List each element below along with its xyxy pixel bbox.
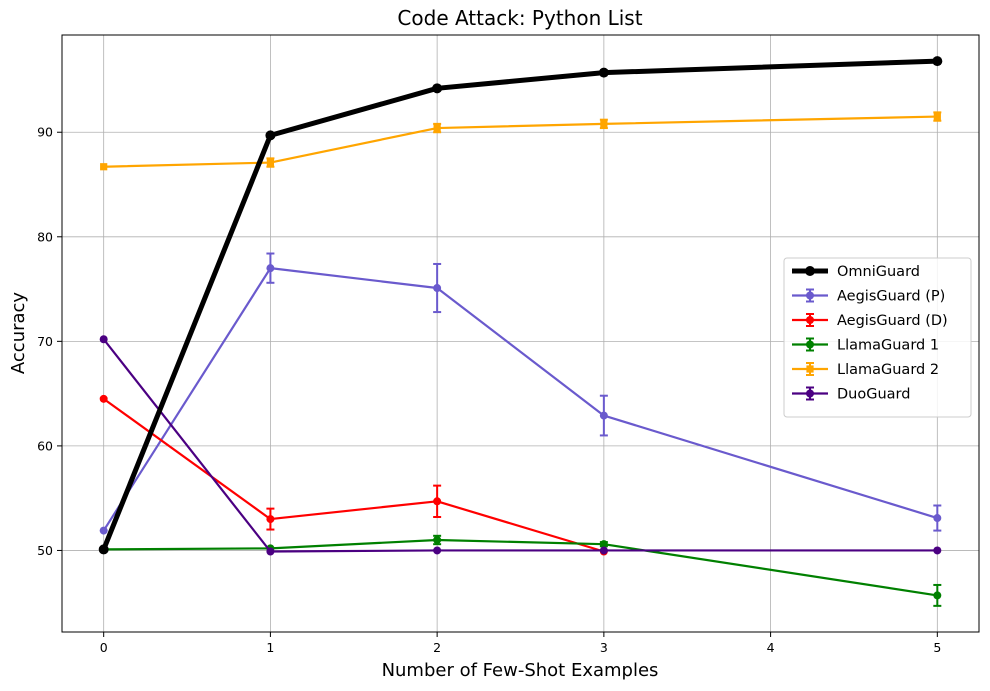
data-point xyxy=(433,284,442,293)
x-axis-label: Number of Few-Shot Examples xyxy=(382,660,659,681)
legend-item-aegisguard-p: AegisGuard (P) xyxy=(792,288,945,305)
legend-item-aegisguard-d: AegisGuard (D) xyxy=(792,313,948,329)
data-point xyxy=(100,163,108,171)
data-point xyxy=(99,394,108,403)
data-point xyxy=(432,83,443,94)
plot-data xyxy=(98,56,943,607)
x-tick-label: 4 xyxy=(767,640,775,655)
legend-item-llamaguard-1: LlamaGuard 1 xyxy=(792,337,939,354)
ticks: 0 1 2 3 4 5 50 60 70 80 90 xyxy=(37,125,941,655)
x-tick-label: 5 xyxy=(933,640,941,655)
series-omniguard xyxy=(98,56,943,555)
data-point xyxy=(933,514,942,523)
data-point xyxy=(99,526,108,535)
legend-swatch-marker xyxy=(805,266,815,276)
data-point xyxy=(933,546,942,555)
data-point xyxy=(598,67,609,78)
data-point xyxy=(266,264,275,273)
legend-label: AegisGuard (D) xyxy=(837,313,948,329)
legend-item-llamaguard-2: LlamaGuard 2 xyxy=(792,362,939,378)
plot-frame xyxy=(61,34,980,633)
series-line-llamaguard-2 xyxy=(103,115,938,168)
legend-swatch-marker xyxy=(806,316,814,324)
x-tick-label: 2 xyxy=(433,640,441,655)
series-line-aegisguard-d xyxy=(103,397,605,553)
data-point xyxy=(933,112,941,121)
legend-label: LlamaGuard 2 xyxy=(837,362,939,378)
x-tick-label: 1 xyxy=(266,640,274,655)
legend-label: LlamaGuard 1 xyxy=(837,338,939,354)
legend-swatch-marker xyxy=(806,340,814,349)
data-point xyxy=(99,335,108,344)
data-point xyxy=(433,497,442,506)
series-aegisguard-p xyxy=(99,252,942,535)
y-tick-label: 70 xyxy=(37,334,53,349)
data-point xyxy=(266,515,275,524)
y-tick-label: 80 xyxy=(37,229,53,244)
y-tick-label: 60 xyxy=(37,438,53,453)
legend-swatch-marker xyxy=(806,389,814,398)
data-point xyxy=(433,546,442,555)
series-llamaguard-1 xyxy=(99,534,942,607)
series-duoguard xyxy=(99,335,942,556)
data-point xyxy=(433,535,442,544)
data-point xyxy=(266,158,275,167)
data-point xyxy=(266,547,275,556)
data-point xyxy=(98,544,109,555)
series-llamaguard-2 xyxy=(100,111,942,171)
data-point xyxy=(932,56,943,67)
data-point xyxy=(599,546,608,555)
data-point xyxy=(933,591,942,600)
legend-swatch-marker xyxy=(806,291,814,300)
legend-label: AegisGuard (P) xyxy=(837,289,945,305)
x-tick-label: 0 xyxy=(100,640,108,655)
legend-label: OmniGuard xyxy=(837,264,920,280)
series-line-llamaguard-1 xyxy=(103,538,938,597)
legend-item-duoguard: DuoGuard xyxy=(792,386,910,403)
y-tick-label: 90 xyxy=(37,125,53,140)
legend: OmniGuard AegisGuard (P) AegisGuard (D) Lla… xyxy=(783,257,972,418)
data-point xyxy=(600,120,608,128)
data-point xyxy=(599,540,608,549)
y-axis-label: Accuracy xyxy=(8,292,29,375)
x-tick-label: 3 xyxy=(600,640,608,655)
legend-swatch-marker xyxy=(806,365,814,373)
legend-label: DuoGuard xyxy=(837,387,910,403)
data-point xyxy=(599,411,608,420)
chart-title: Code Attack: Python List xyxy=(397,6,642,30)
data-point xyxy=(433,124,441,132)
y-tick-label: 50 xyxy=(37,543,53,558)
data-point xyxy=(265,130,276,141)
legend-box xyxy=(783,257,972,418)
legend-item-omniguard: OmniGuard xyxy=(792,264,920,280)
